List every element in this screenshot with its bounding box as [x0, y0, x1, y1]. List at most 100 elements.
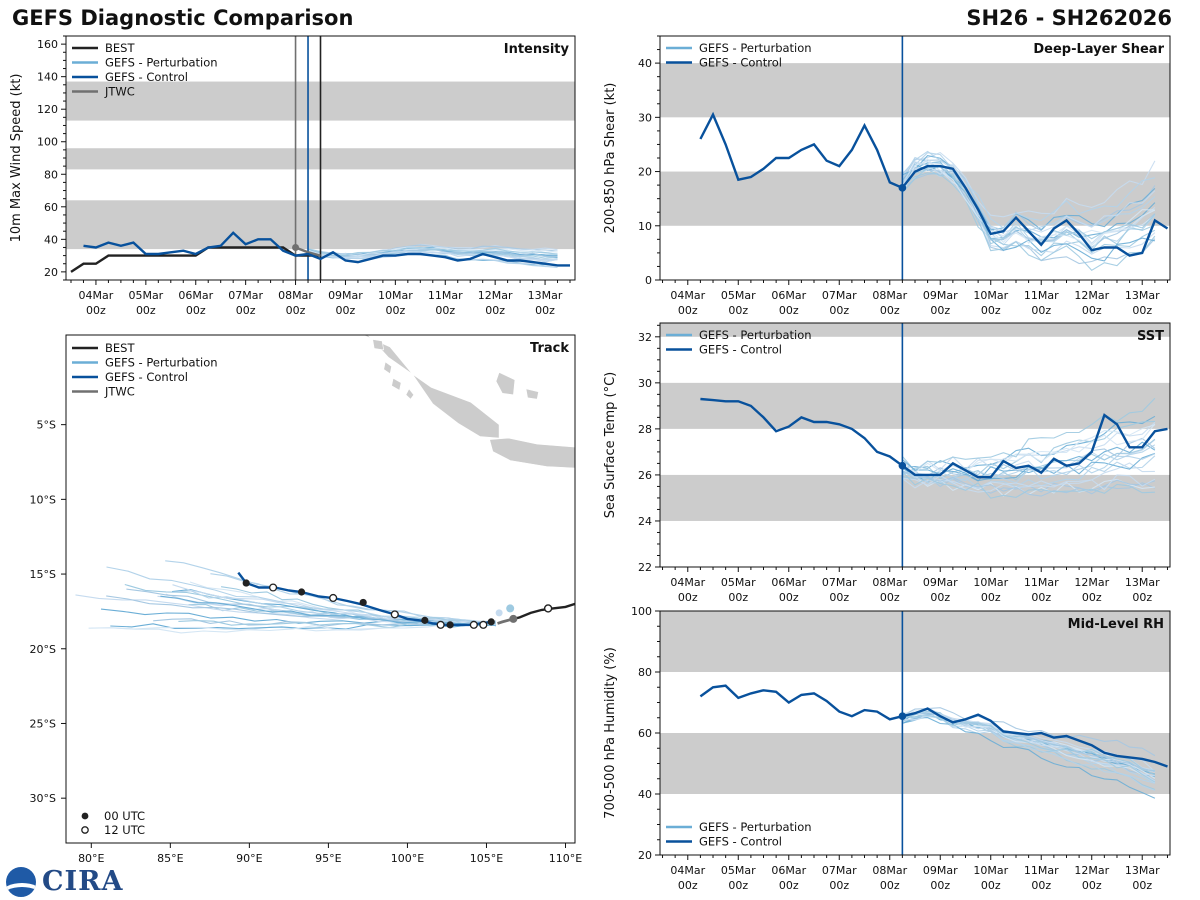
- perturbation-track-line: [210, 573, 497, 624]
- perturbation-start-marker: [495, 609, 503, 617]
- land-mass: [405, 388, 415, 400]
- x-tick-label: 00z: [86, 304, 106, 317]
- x-tick-label: 08Mar: [872, 576, 907, 589]
- x-tick-label: 00z: [136, 304, 156, 317]
- jtwc-line: [295, 246, 321, 257]
- x-tick-label: 00z: [728, 304, 748, 317]
- x-tick-label: 00z: [880, 879, 900, 892]
- threshold-band: [660, 611, 1170, 672]
- threshold-band: [660, 474, 1170, 521]
- x-tick-label: 09Mar: [923, 289, 958, 302]
- x-tick-label: 00z: [1132, 879, 1152, 892]
- y-tick-label: 32: [638, 331, 652, 344]
- control-00utc-marker: [242, 579, 250, 587]
- perturbation-member-line: [902, 714, 1156, 783]
- control-line: [699, 684, 1168, 768]
- legend-label: GEFS - Perturbation: [699, 820, 812, 834]
- perturbation-member-line: [902, 470, 1156, 497]
- x-tick-label: 80°E: [78, 852, 104, 865]
- land-mass: [489, 437, 575, 469]
- control-00utc-marker: [487, 618, 495, 626]
- control-00utc-marker: [359, 598, 367, 607]
- y-axis-label: Sea Surface Temp (°C): [603, 372, 618, 519]
- perturbation-track-line: [110, 620, 497, 630]
- storm-id: SH26 - SH262026: [966, 6, 1172, 30]
- x-tick-label: 00z: [981, 304, 1001, 317]
- y-axis-label: 200-850 hPa Shear (kt): [603, 83, 618, 234]
- x-tick-label: 12Mar: [1074, 576, 1109, 589]
- x-tick-label: 00z: [678, 591, 698, 604]
- x-tick-label: 04Mar: [79, 289, 114, 302]
- shear-panel: 0 10 20 30 40 200-850 hPa Shear (kt) 04Mar 00z 0…: [603, 35, 1171, 317]
- perturbation-track-line: [88, 621, 497, 632]
- perturbation-member-line: [901, 397, 1156, 472]
- x-tick-label: 00z: [1031, 591, 1051, 604]
- x-tick-label: 11Mar: [428, 289, 463, 302]
- cira-logo: CIRA: [6, 866, 124, 897]
- x-tick-label: 08Mar: [872, 864, 907, 877]
- perturbation-member-line: [902, 423, 1156, 474]
- y-tick-label: 24: [638, 515, 652, 528]
- y-tick-label: 10: [638, 220, 652, 233]
- perturbation-member-line: [902, 707, 1156, 757]
- y-tick-label: 5°S: [37, 419, 56, 432]
- y-tick-label: 22: [638, 561, 652, 574]
- perturbation-track-line: [221, 586, 497, 625]
- control-12utc-marker: [436, 620, 445, 629]
- control-line: [700, 397, 1168, 479]
- perturbation-member-line: [901, 160, 1156, 251]
- perturbation-member-line: [901, 151, 1156, 218]
- sst-panel: 22 24 26 28 30 32 Sea Surface Temp (°C) 04Mar 00…: [603, 322, 1171, 604]
- panel-title: Intensity: [504, 42, 570, 57]
- x-tick-label: 00z: [728, 879, 748, 892]
- sst-plot-area: [660, 323, 1170, 567]
- legend-label: BEST: [105, 341, 135, 355]
- y-tick-label: 0: [645, 274, 652, 287]
- plot-frame: [65, 334, 576, 844]
- x-tick-label: 00z: [286, 304, 306, 317]
- x-tick-label: 00z: [1082, 304, 1102, 317]
- perturbation-member-line: [902, 471, 1155, 499]
- x-tick-label: 110°E: [549, 852, 582, 865]
- control-analysis-marker: [898, 712, 907, 721]
- x-tick-label: 10Mar: [973, 289, 1008, 302]
- x-tick-label: 07Mar: [822, 576, 857, 589]
- x-tick-label: 10Mar: [973, 864, 1008, 877]
- x-tick-label: 07Mar: [822, 864, 857, 877]
- y-tick-label: 30°S: [30, 792, 56, 805]
- x-tick-label: 00z: [385, 304, 405, 317]
- legend-label: GEFS - Control: [699, 56, 782, 70]
- x-tick-label: 00z: [829, 591, 849, 604]
- x-tick-label: 09Mar: [923, 864, 958, 877]
- control-12utc-marker: [479, 620, 488, 629]
- y-tick-label: 10°S: [30, 493, 56, 506]
- y-tick-label: 160: [37, 38, 58, 51]
- control-line: [83, 231, 570, 267]
- legend-label: BEST: [105, 41, 135, 55]
- x-tick-label: 05Mar: [128, 289, 163, 302]
- control-analysis-marker: [898, 184, 907, 192]
- land-mass: [495, 371, 516, 396]
- legend-label: GEFS - Control: [105, 370, 188, 384]
- x-tick-label: 00z: [236, 304, 256, 317]
- x-tick-label: 105°E: [470, 852, 503, 865]
- y-tick-label: 28: [638, 423, 652, 436]
- y-tick-label: 100: [37, 136, 58, 149]
- legend-label: GEFS - Control: [699, 835, 782, 849]
- x-tick-label: 00z: [1082, 591, 1102, 604]
- x-tick-label: 00z: [1082, 879, 1102, 892]
- x-tick-label: 13Mar: [1125, 864, 1160, 877]
- x-tick-label: 05Mar: [721, 576, 756, 589]
- x-tick-label: 00z: [186, 304, 206, 317]
- legend-12utc-marker: [81, 826, 89, 834]
- perturbation-member-line: [902, 421, 1156, 471]
- x-tick-label: 04Mar: [670, 576, 705, 589]
- legend-label: GEFS - Perturbation: [105, 356, 218, 370]
- x-tick-label: 00z: [829, 304, 849, 317]
- x-tick-label: 11Mar: [1024, 576, 1059, 589]
- x-tick-label: 13Mar: [1125, 289, 1160, 302]
- x-tick-label: 00z: [779, 879, 799, 892]
- x-tick-label: 10Mar: [378, 289, 413, 302]
- cira-logo-text: CIRA: [42, 866, 124, 897]
- y-axis-label: 700-500 hPa Humidity (%): [603, 647, 618, 819]
